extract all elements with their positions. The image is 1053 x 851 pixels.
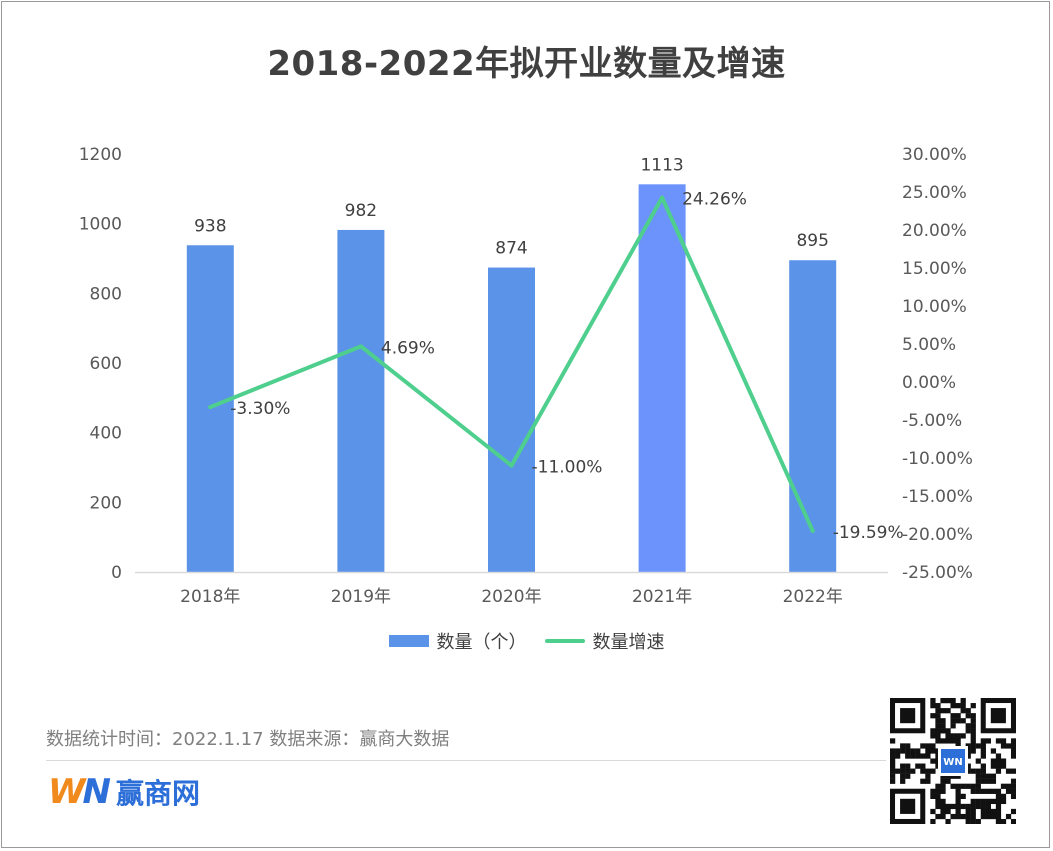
combo-chart: 0 200 400 600 800 1000 1200 30.00% 25.00% 20.00% 1… <box>79 145 973 607</box>
y-left-tick-label: 1000 <box>79 215 122 235</box>
bar <box>789 260 837 572</box>
brand-logo: WN <box>48 772 112 812</box>
legend-item-line: 数量增速 <box>544 628 665 654</box>
x-tick-label: 2022年 <box>783 587 843 607</box>
growth-value-label: 4.69% <box>381 338 435 358</box>
legend-bar-swatch <box>388 635 429 647</box>
x-tick-label: 2018年 <box>180 587 240 607</box>
legend-bar-label: 数量（个） <box>436 632 527 653</box>
bar <box>337 229 385 573</box>
bar-value-label: 895 <box>796 231 828 251</box>
y-left-tick-label: 600 <box>90 354 122 374</box>
brand-name: 赢商网 <box>115 777 200 810</box>
y-left-tick-label: 0 <box>111 563 122 583</box>
growth-point <box>509 463 514 468</box>
growth-point <box>358 344 363 349</box>
bar-value-label: 1113 <box>640 155 683 175</box>
bar <box>638 184 686 572</box>
qr-center-text: WN <box>943 757 962 768</box>
brand: WN 赢商网 <box>48 772 200 812</box>
y-right-tick-label: -10.00% <box>902 449 973 469</box>
bar <box>488 267 535 572</box>
y-left-tick-label: 1200 <box>79 145 122 165</box>
legend-line-swatch <box>544 639 585 643</box>
source-note: 数据统计时间：2022.1.17 数据来源：赢商大数据 <box>46 729 450 750</box>
chart-title: 2018-2022年拟开业数量及增速 <box>267 44 786 84</box>
x-tick-label: 2021年 <box>632 587 692 607</box>
y-left-tick-label: 200 <box>90 493 122 513</box>
bar-value-label: 874 <box>495 239 527 259</box>
y-right-tick-label: 20.00% <box>902 221 967 241</box>
growth-point <box>810 528 815 533</box>
bar-value-label: 982 <box>345 201 377 221</box>
brand-logo-n: N <box>82 772 112 812</box>
footer-divider <box>46 760 886 761</box>
brand-logo-w: W <box>48 772 85 812</box>
qr-code-icon: WN <box>890 698 1016 824</box>
growth-value-label: -3.30% <box>230 399 290 419</box>
growth-point <box>208 405 213 410</box>
legend: 数量（个） 数量增速 <box>0 628 1053 654</box>
y-right-tick-label: 10.00% <box>902 297 967 317</box>
y-right-tick-label: 0.00% <box>902 373 956 393</box>
x-tick-label: 2019年 <box>331 587 391 607</box>
y-right-tick-label: 15.00% <box>902 259 967 279</box>
y-right-tick-label: 25.00% <box>902 183 967 203</box>
growth-value-label: 24.26% <box>682 190 747 210</box>
legend-line-label: 数量增速 <box>592 632 665 653</box>
y-right-tick-label: 5.00% <box>902 335 956 355</box>
legend-item-bar: 数量（个） <box>388 628 527 654</box>
y-right-tick-label: -15.00% <box>902 487 973 507</box>
y-right-tick-label: -25.00% <box>902 563 973 583</box>
growth-value-label: -19.59% <box>833 523 904 543</box>
growth-point <box>660 195 665 200</box>
qr-center-logo <box>941 749 965 773</box>
bar-value-label: 938 <box>194 216 226 236</box>
y-right-tick-label: -20.00% <box>902 525 973 545</box>
y-left-tick-label: 800 <box>90 284 122 304</box>
y-right-tick-label: -5.00% <box>902 411 962 431</box>
y-left-tick-label: 400 <box>90 424 122 444</box>
y-right-tick-label: 30.00% <box>902 145 967 165</box>
growth-value-label: -11.00% <box>532 458 603 478</box>
x-tick-label: 2020年 <box>481 587 541 607</box>
